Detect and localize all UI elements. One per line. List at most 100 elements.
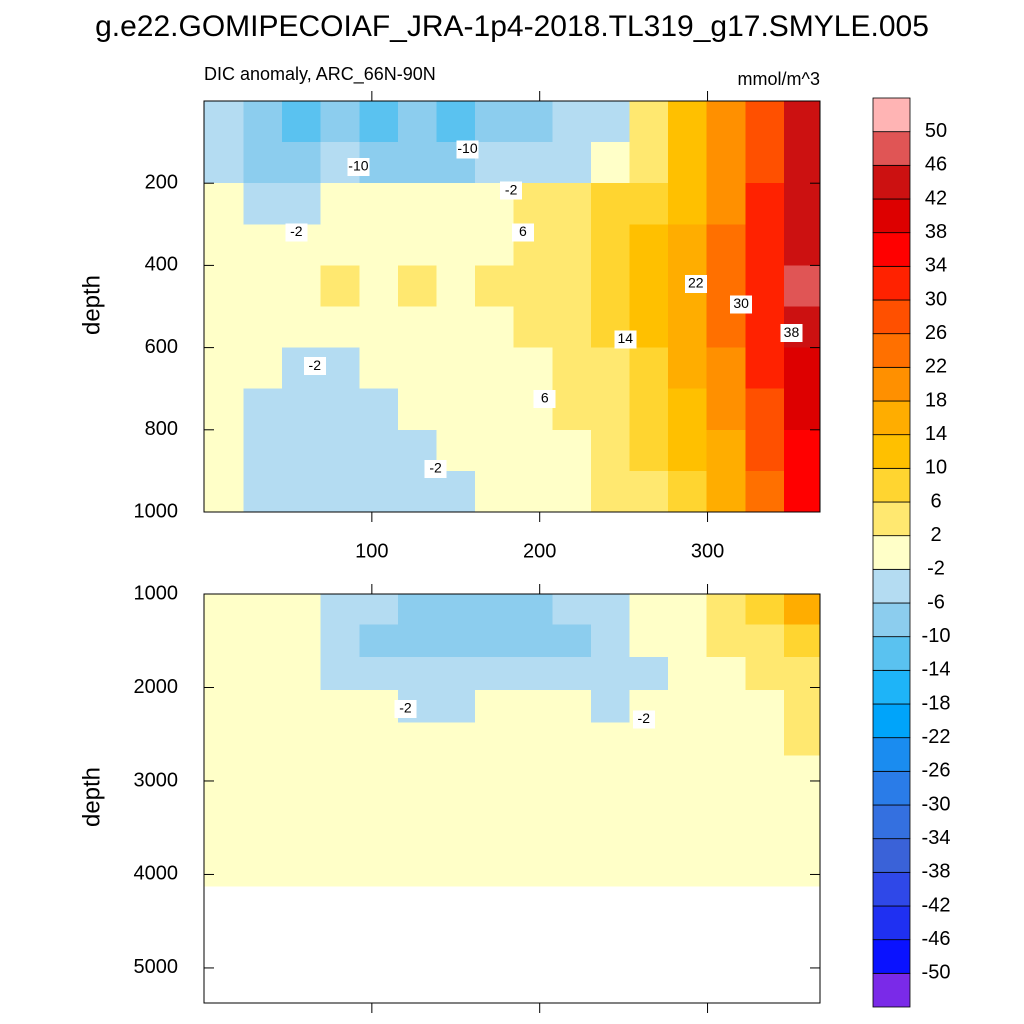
heat-cell bbox=[475, 470, 515, 512]
heat-cell bbox=[629, 265, 669, 308]
heat-cell bbox=[282, 265, 322, 308]
heat-cell bbox=[552, 722, 592, 756]
heat-cell bbox=[243, 787, 283, 822]
heat-cell bbox=[745, 101, 785, 143]
colorbar-box bbox=[872, 299, 911, 335]
heat-cell bbox=[282, 101, 322, 143]
contour-label: -2 bbox=[505, 181, 518, 197]
heat-cell bbox=[475, 787, 515, 822]
heat-cell bbox=[436, 722, 476, 756]
heat-cell bbox=[668, 183, 708, 225]
y-tick-label: 600 bbox=[145, 336, 178, 358]
heat-cell bbox=[320, 429, 360, 472]
heat-cell bbox=[397, 101, 438, 143]
heat-cell bbox=[590, 388, 631, 431]
heat-cell bbox=[436, 101, 476, 143]
heat-cell bbox=[475, 224, 515, 266]
heat-cell bbox=[590, 787, 631, 822]
heat-cell bbox=[320, 265, 360, 308]
colorbar-label: -6 bbox=[927, 591, 945, 613]
heat-cell bbox=[243, 755, 283, 789]
heat-cell bbox=[204, 224, 245, 266]
heat-cell bbox=[513, 347, 553, 390]
heat-cell bbox=[243, 853, 283, 887]
colorbar-box bbox=[872, 905, 911, 941]
heat-cell bbox=[629, 820, 669, 855]
heat-cell bbox=[629, 347, 669, 390]
x-tick-label: 300 bbox=[691, 540, 724, 562]
heat-cell bbox=[513, 470, 553, 512]
heat-cell bbox=[783, 657, 820, 691]
heat-cell bbox=[282, 470, 322, 512]
heat-cell bbox=[552, 388, 592, 431]
colorbar-label: -22 bbox=[922, 726, 951, 748]
colorbar-box bbox=[872, 535, 911, 570]
contour-label: -2 bbox=[399, 700, 412, 716]
contour-label-box bbox=[780, 324, 803, 343]
heat-cell bbox=[629, 470, 669, 512]
heat-cell bbox=[668, 306, 708, 349]
heat-cell bbox=[668, 224, 708, 266]
contour-label: -2 bbox=[309, 357, 322, 373]
heat-cell bbox=[668, 755, 708, 789]
contour-label: 38 bbox=[784, 324, 800, 340]
heat-cell bbox=[397, 755, 438, 789]
heat-cell bbox=[475, 594, 515, 625]
heat-cell bbox=[204, 689, 245, 724]
heat-cell bbox=[590, 594, 631, 625]
heat-cell bbox=[397, 142, 438, 184]
heat-cell bbox=[668, 689, 708, 724]
heat-cell bbox=[204, 722, 245, 756]
heat-cell bbox=[706, 142, 746, 184]
heat-cell bbox=[397, 224, 438, 266]
heat-cell bbox=[513, 657, 553, 691]
heat-cell bbox=[668, 722, 708, 756]
heat-cell bbox=[204, 470, 245, 512]
heat-cell bbox=[629, 657, 669, 691]
y-tick-label: 400 bbox=[145, 254, 178, 276]
heat-cell bbox=[513, 101, 553, 143]
heat-cell bbox=[629, 388, 669, 431]
x-tick-label: 200 bbox=[523, 540, 556, 562]
heat-cell bbox=[397, 787, 438, 822]
heat-cell bbox=[359, 388, 399, 431]
heat-cell bbox=[397, 624, 438, 658]
heat-cell bbox=[745, 755, 785, 789]
heat-cell bbox=[475, 101, 515, 143]
heat-cell bbox=[475, 722, 515, 756]
heat-cell bbox=[397, 347, 438, 390]
heat-cell bbox=[243, 624, 283, 658]
heat-cell bbox=[783, 722, 820, 756]
heat-cell bbox=[359, 787, 399, 822]
heat-cell bbox=[552, 101, 592, 143]
heat-cell bbox=[282, 594, 322, 625]
heat-cell bbox=[204, 624, 245, 658]
field: -10 -10 -2 -2 6 22 30 38 14 6 -2 -2 bbox=[204, 101, 820, 512]
heat-cell bbox=[243, 101, 283, 143]
heat-cell bbox=[204, 820, 245, 855]
heat-cell bbox=[745, 853, 785, 887]
heat-cell bbox=[204, 787, 245, 822]
contour-label-box bbox=[456, 140, 479, 159]
heat-cell bbox=[513, 306, 553, 349]
heat-cell bbox=[397, 853, 438, 887]
heat-cell bbox=[436, 755, 476, 789]
heat-cell bbox=[745, 306, 785, 349]
heat-cell bbox=[783, 820, 820, 855]
heat-cell bbox=[204, 347, 245, 390]
heat-cell bbox=[397, 820, 438, 855]
heat-cell bbox=[745, 429, 785, 472]
heat-cell bbox=[629, 853, 669, 887]
colorbar-box bbox=[872, 131, 911, 166]
heat-cell bbox=[552, 347, 592, 390]
heat-cell bbox=[475, 347, 515, 390]
heat-cell bbox=[783, 142, 820, 184]
colorbar-label: 22 bbox=[925, 356, 947, 378]
heat-cell bbox=[204, 388, 245, 431]
colorbar-box bbox=[872, 333, 911, 368]
heat-cell bbox=[668, 142, 708, 184]
heat-cell bbox=[706, 101, 746, 143]
colorbar-label: -34 bbox=[922, 827, 951, 849]
colorbar-label: -42 bbox=[922, 894, 951, 916]
